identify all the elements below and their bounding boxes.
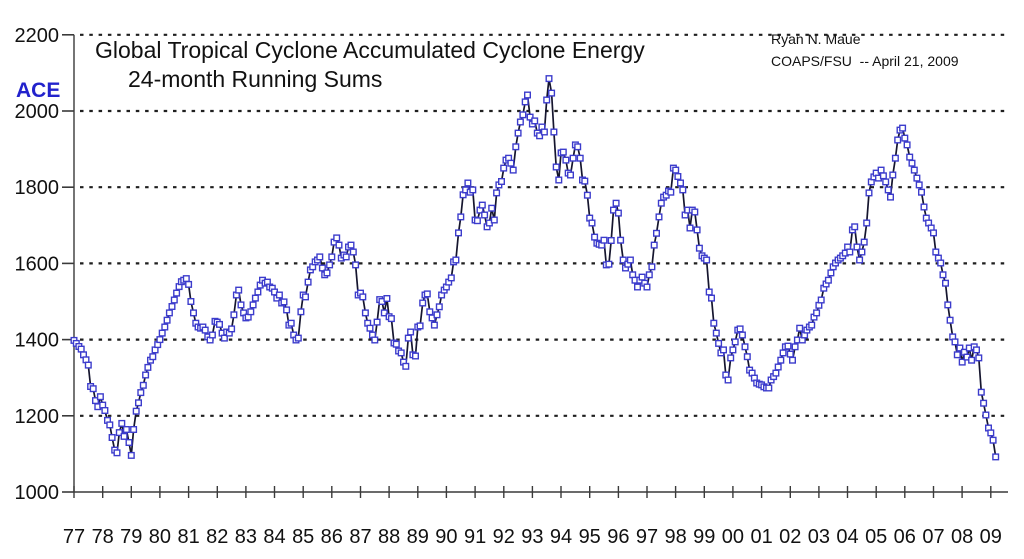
y-gridlines [62,33,1008,493]
x-axis-ticks [73,486,992,498]
svg-text:85: 85 [292,526,314,548]
svg-text:88: 88 [378,526,400,548]
svg-text:1400: 1400 [15,330,60,352]
svg-text:2200: 2200 [15,25,60,47]
svg-text:99: 99 [693,526,715,548]
svg-text:95: 95 [579,526,601,548]
svg-text:05: 05 [865,526,887,548]
attribution-source-date: COAPS/FSU -- April 21, 2009 [771,53,959,69]
y-axis-tick-labels: 1000 1200 1400 1600 1800 2000 2200 [15,25,60,504]
svg-text:09: 09 [980,526,1002,548]
svg-text:82: 82 [206,526,228,548]
svg-text:08: 08 [951,526,973,548]
svg-text:04: 04 [836,526,858,548]
svg-text:1800: 1800 [15,177,60,199]
axis-lines [73,34,1008,493]
svg-text:80: 80 [149,526,171,548]
svg-text:1200: 1200 [15,406,60,428]
y-axis-unit-label: ACE [16,79,61,102]
svg-text:84: 84 [263,526,285,548]
svg-text:86: 86 [321,526,343,548]
svg-text:90: 90 [435,526,457,548]
svg-text:1000: 1000 [15,482,60,504]
svg-text:79: 79 [120,526,142,548]
svg-text:97: 97 [636,526,658,548]
svg-text:96: 96 [607,526,629,548]
svg-text:87: 87 [349,526,371,548]
chart-title: Global Tropical Cyclone Accumulated Cycl… [95,37,645,63]
svg-text:94: 94 [550,526,572,548]
svg-text:91: 91 [464,526,486,548]
svg-text:2000: 2000 [15,101,60,123]
svg-text:93: 93 [521,526,543,548]
x-axis-tick-labels: 77 78 79 80 81 82 83 84 85 86 87 88 89 90 91 92 93 94 95 96… [63,526,1002,548]
svg-text:77: 77 [63,526,85,548]
svg-text:07: 07 [922,526,944,548]
svg-text:92: 92 [493,526,515,548]
svg-text:01: 01 [750,526,772,548]
svg-text:83: 83 [235,526,257,548]
ace-series-markers [70,75,1000,461]
attribution-author: Ryan N. Maue [771,31,861,47]
svg-text:00: 00 [722,526,744,548]
svg-text:06: 06 [894,526,916,548]
svg-text:03: 03 [808,526,830,548]
svg-text:89: 89 [407,526,429,548]
svg-text:78: 78 [92,526,114,548]
svg-text:98: 98 [664,526,686,548]
svg-text:02: 02 [779,526,801,548]
svg-text:81: 81 [177,526,199,548]
svg-text:1600: 1600 [15,253,60,275]
chart-subtitle: 24-month Running Sums [128,66,383,92]
